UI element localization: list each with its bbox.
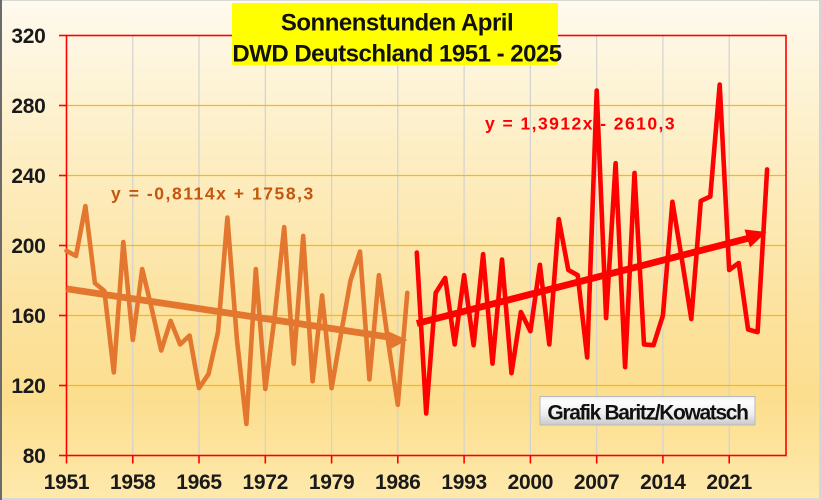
svg-text:2014: 2014 xyxy=(640,471,686,494)
svg-text:80: 80 xyxy=(23,445,46,468)
svg-text:1993: 1993 xyxy=(441,471,487,494)
svg-text:1986: 1986 xyxy=(375,471,421,494)
svg-text:2007: 2007 xyxy=(574,471,620,494)
svg-text:y = 1,3912x - 2610,3: y = 1,3912x - 2610,3 xyxy=(485,114,676,134)
svg-text:1972: 1972 xyxy=(243,471,289,494)
svg-text:2021: 2021 xyxy=(706,471,752,494)
svg-text:1958: 1958 xyxy=(110,471,156,494)
svg-text:DWD Deutschland 1951 - 2025: DWD Deutschland 1951 - 2025 xyxy=(232,41,561,68)
svg-text:240: 240 xyxy=(11,165,45,188)
svg-text:160: 160 xyxy=(11,305,45,328)
svg-text:200: 200 xyxy=(11,235,45,258)
svg-text:y = -0,8114x + 1758,3: y = -0,8114x + 1758,3 xyxy=(111,184,315,204)
svg-text:1965: 1965 xyxy=(176,471,222,494)
svg-text:120: 120 xyxy=(11,375,45,398)
svg-text:Grafik Baritz/Kowatsch: Grafik Baritz/Kowatsch xyxy=(547,402,748,425)
svg-text:Sonnenstunden April: Sonnenstunden April xyxy=(281,10,513,37)
svg-text:320: 320 xyxy=(11,25,45,48)
svg-text:1979: 1979 xyxy=(309,471,355,494)
svg-text:280: 280 xyxy=(11,95,45,118)
svg-text:2000: 2000 xyxy=(508,471,554,494)
svg-text:1951: 1951 xyxy=(44,471,90,494)
